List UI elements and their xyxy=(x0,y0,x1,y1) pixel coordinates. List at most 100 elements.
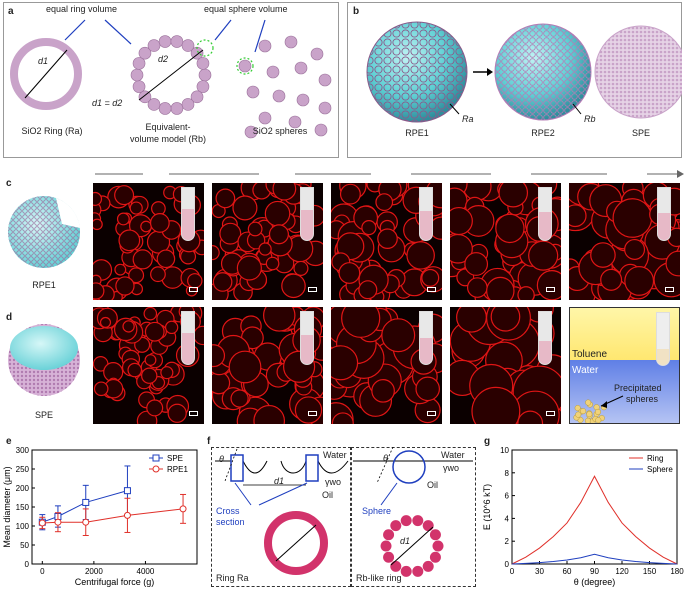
droplet xyxy=(536,270,561,300)
arrow-sphere-volume xyxy=(214,19,232,41)
scattered-sphere xyxy=(294,61,308,75)
droplet xyxy=(569,204,587,228)
label-d-equal: d1 = d2 xyxy=(92,98,123,108)
label-d1: d1 xyxy=(38,56,49,66)
data-point-RPE1 xyxy=(123,511,131,519)
legend-marker xyxy=(152,465,160,473)
y-tick-label: 6 xyxy=(505,492,510,501)
arrow-sphere-volume-2 xyxy=(254,19,266,53)
scattered-sphere xyxy=(266,65,280,79)
arrow-ring-volume-2 xyxy=(104,19,132,45)
precipitated-spheres-pile xyxy=(573,399,608,423)
droplet xyxy=(114,263,127,276)
data-point-RPE1 xyxy=(82,518,90,526)
scattered-sphere xyxy=(272,89,286,103)
f-sphere: Sphere xyxy=(362,506,392,516)
precipitated-sphere xyxy=(595,417,602,423)
model-sphere xyxy=(170,102,184,115)
rb-ring-sphere xyxy=(422,560,434,572)
panel-f-right xyxy=(351,447,476,587)
model-sphere xyxy=(132,57,146,70)
rb-ring-sphere xyxy=(429,551,441,563)
sphere-at-interface xyxy=(392,450,426,484)
scattered-sphere xyxy=(310,47,324,61)
panel-a-label: a xyxy=(8,6,14,17)
droplet xyxy=(272,183,297,201)
f-cross-l1: Cross xyxy=(216,506,240,516)
droplet xyxy=(464,252,489,276)
droplet xyxy=(187,273,203,289)
droplet xyxy=(127,362,143,378)
precipitated-sphere xyxy=(585,399,592,406)
y-tick-label: 0 xyxy=(25,560,30,569)
x-axis-label: Centrifugal force (g) xyxy=(75,577,155,587)
sphere-pointer xyxy=(380,482,398,506)
droplet xyxy=(375,193,394,212)
scale-bar xyxy=(427,411,436,416)
droplet xyxy=(456,307,487,333)
droplet xyxy=(258,242,272,256)
f-water-left: Water xyxy=(323,450,347,460)
f-ring-cap: Ring Ra xyxy=(216,573,249,583)
droplet xyxy=(263,307,296,332)
model-sphere xyxy=(158,35,172,48)
y-tick-label: 8 xyxy=(505,469,510,478)
droplet xyxy=(156,249,176,269)
droplet xyxy=(371,379,395,403)
droplet xyxy=(212,272,233,292)
droplet xyxy=(624,238,646,260)
y-tick-label: 0 xyxy=(505,560,510,569)
cross-section-pointer-2 xyxy=(258,482,308,506)
x-tick-label: 180 xyxy=(670,567,684,576)
legend-label: SPE xyxy=(167,454,183,463)
droplet xyxy=(93,191,103,206)
precipitated-sphere xyxy=(574,405,581,412)
droplet xyxy=(341,307,381,338)
spe-emulsion-drop xyxy=(594,25,682,119)
droplet xyxy=(471,386,521,424)
x-tick-label: 150 xyxy=(643,567,657,576)
silica-ring xyxy=(10,38,82,110)
precipitated-arrow xyxy=(600,395,624,408)
vial-rpe1-3302g xyxy=(538,187,552,241)
model-sphere xyxy=(147,98,161,111)
droplet xyxy=(160,366,174,380)
droplet xyxy=(164,320,179,335)
d1-arrow-rb xyxy=(390,526,434,566)
caption-rpe1: RPE1 xyxy=(405,128,429,138)
data-point-RPE1 xyxy=(38,519,46,527)
droplet xyxy=(338,262,361,284)
x-tick-label: 60 xyxy=(563,567,572,576)
droplet xyxy=(230,389,249,408)
rb-ring-sphere xyxy=(380,540,392,552)
model-sphere xyxy=(130,68,144,82)
precipitated-sphere xyxy=(575,411,582,418)
droplet xyxy=(486,276,515,300)
legend-marker xyxy=(152,454,160,462)
rb-ring-sphere xyxy=(432,540,444,552)
droplet xyxy=(358,280,378,300)
droplet xyxy=(140,220,152,233)
scattered-sphere xyxy=(288,115,302,129)
droplet xyxy=(149,213,170,233)
model-sphere xyxy=(190,90,204,104)
f-gamma-right: γwo xyxy=(443,463,460,473)
droplet xyxy=(339,183,361,205)
droplet xyxy=(498,183,529,208)
y-tick-label: 100 xyxy=(16,522,30,531)
scale-bar xyxy=(308,287,317,292)
micrograph-spe-606g xyxy=(212,307,323,424)
data-point-RPE1 xyxy=(179,505,187,513)
scattered-sphere xyxy=(318,101,332,115)
label-toluene: Toluene xyxy=(572,349,608,360)
f-oil-left: Oil xyxy=(322,490,333,500)
model-sphere xyxy=(138,46,152,60)
droplet xyxy=(93,218,103,231)
annotation-equal-sphere-volume: equal sphere volume xyxy=(204,4,288,14)
panel-d-label: d xyxy=(6,312,13,323)
droplet xyxy=(232,195,258,221)
model-sphere xyxy=(181,98,195,111)
rb-like-ring-drawing xyxy=(380,515,444,577)
cross-section-left xyxy=(230,454,244,482)
scale-bar xyxy=(189,411,198,416)
